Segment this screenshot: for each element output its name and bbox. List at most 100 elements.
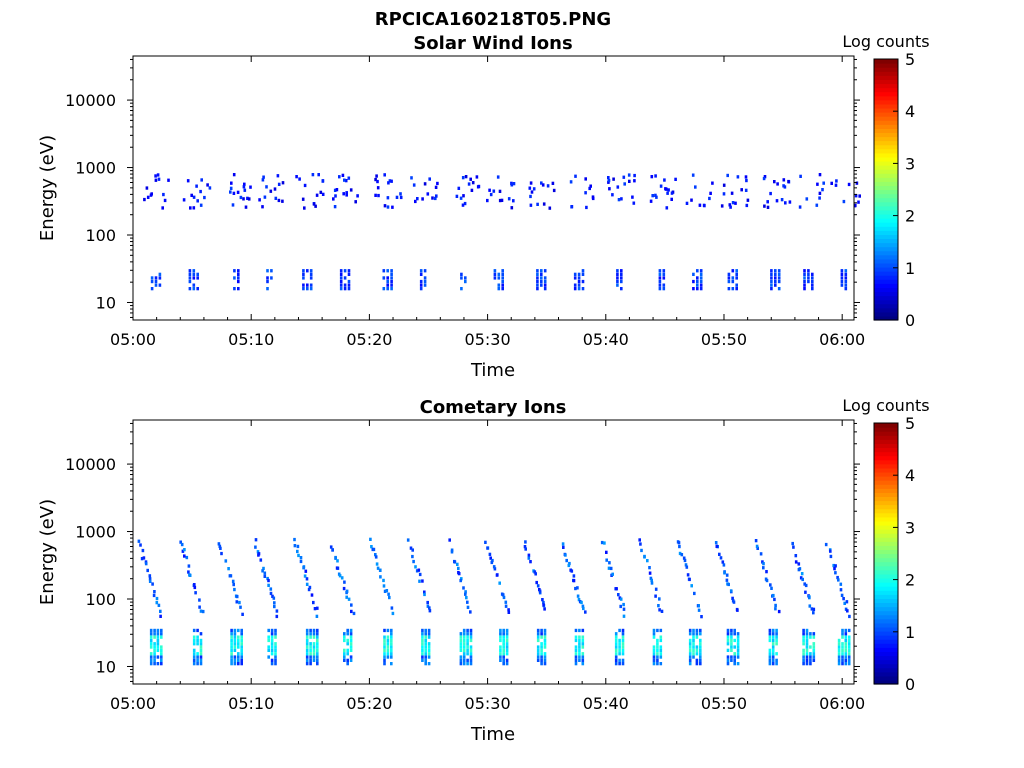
heatmap-cell [230, 635, 233, 639]
heatmap-cell [846, 609, 849, 613]
heatmap-cell [343, 178, 346, 182]
heatmap-cell [656, 642, 659, 646]
heatmap-cell [777, 279, 781, 284]
heatmap-cell [621, 645, 625, 649]
heatmap-cell [346, 628, 349, 633]
colorbar-segment [874, 541, 898, 546]
heatmap-cell [187, 570, 190, 574]
heatmap-cell [725, 578, 729, 582]
heatmap-cell [240, 645, 243, 649]
heatmap-cell [192, 283, 196, 287]
heatmap-cell [546, 184, 550, 188]
heatmap-cell [238, 600, 241, 605]
heatmap-cell [460, 272, 463, 276]
heatmap-cell [543, 269, 547, 273]
heatmap-cell [312, 632, 316, 636]
heatmap-cell [665, 206, 669, 210]
heatmap-cell [158, 283, 162, 287]
heatmap-cell [495, 573, 499, 577]
heatmap-cell [659, 648, 663, 652]
heatmap-cell [493, 272, 497, 276]
heatmap-cell [733, 628, 736, 633]
heatmap-cell [233, 642, 237, 646]
heatmap-cell [466, 645, 469, 649]
heatmap-cell [261, 178, 265, 182]
heatmap-cell [699, 638, 702, 643]
heatmap-cell [775, 632, 778, 636]
heatmap-cell [577, 276, 581, 280]
heatmap-cell [423, 269, 427, 273]
heatmap-cell [141, 548, 145, 553]
heatmap-cell [567, 563, 571, 568]
heatmap-cell [182, 198, 186, 202]
heatmap-cell [281, 181, 285, 185]
heatmap-cell [499, 628, 502, 633]
heatmap-cell [229, 574, 233, 578]
heatmap-cell [240, 642, 243, 646]
heatmap-cell [421, 642, 424, 646]
heatmap-cell [621, 648, 625, 652]
heatmap-cell [347, 283, 351, 287]
colorbar-segment [874, 103, 898, 109]
heatmap-cell [390, 645, 393, 649]
heatmap-cell [270, 645, 274, 649]
heatmap-cell [466, 662, 469, 666]
heatmap-cell [233, 635, 237, 639]
heatmap-cell [690, 584, 693, 588]
heatmap-cell [235, 594, 239, 599]
heatmap-cell [733, 662, 736, 666]
heatmap-cell [464, 592, 467, 596]
colorbar-segment [874, 492, 898, 498]
heatmap-cell [527, 556, 531, 560]
heatmap-cell [772, 593, 775, 598]
heatmap-cell [696, 269, 699, 273]
heatmap-cell [295, 175, 298, 179]
heatmap-cell [346, 642, 349, 646]
heatmap-cell [374, 177, 377, 182]
heatmap-cell [316, 645, 319, 649]
heatmap-cell [421, 635, 424, 639]
heatmap-cell [692, 642, 695, 646]
heatmap-cell [620, 276, 623, 280]
heatmap-cell [346, 662, 349, 666]
heatmap-cell [427, 642, 431, 646]
heatmap-cell [578, 652, 581, 656]
colorbar-segment [874, 112, 898, 117]
heatmap-cell [654, 174, 657, 178]
heatmap-cell [605, 550, 608, 554]
axis-ticks: 05:00 05:10 05:20 05:30 05:40 05:50 06:0010100… [65, 420, 865, 713]
heatmap-cell [614, 632, 618, 636]
heatmap-cell [153, 642, 156, 646]
heatmap-cell [154, 276, 158, 280]
heatmap-cell [267, 638, 270, 643]
heatmap-cell [421, 628, 424, 633]
heatmap-cell [685, 201, 689, 205]
heatmap-cell [735, 272, 738, 276]
heatmap-cell [621, 635, 625, 639]
heatmap-cell [574, 628, 578, 633]
heatmap-cell [196, 642, 199, 646]
colorbar-segment [874, 181, 898, 187]
heatmap-cell [386, 655, 390, 659]
heatmap-cell [462, 655, 466, 659]
heatmap-cell [798, 205, 802, 209]
heatmap-cell [695, 648, 699, 652]
heatmap-cell [187, 564, 191, 568]
heatmap-cell [232, 191, 236, 195]
heatmap-cell [390, 652, 393, 656]
heatmap-cell [774, 603, 777, 608]
colorbar-segment [874, 545, 898, 551]
heatmap-cell [343, 287, 347, 291]
heatmap-cell [607, 566, 611, 570]
heatmap-cell [540, 655, 543, 659]
colorbar-segment [874, 132, 898, 138]
heatmap-cell [578, 642, 581, 646]
heatmap-cell [844, 658, 848, 662]
heatmap-cell [616, 269, 619, 273]
heatmap-cell [270, 632, 274, 636]
heatmap-cell [269, 189, 273, 193]
heatmap-cell [536, 638, 540, 643]
heatmap-cell [270, 638, 274, 643]
heatmap-cell [340, 576, 344, 580]
heatmap-cell [460, 287, 463, 291]
